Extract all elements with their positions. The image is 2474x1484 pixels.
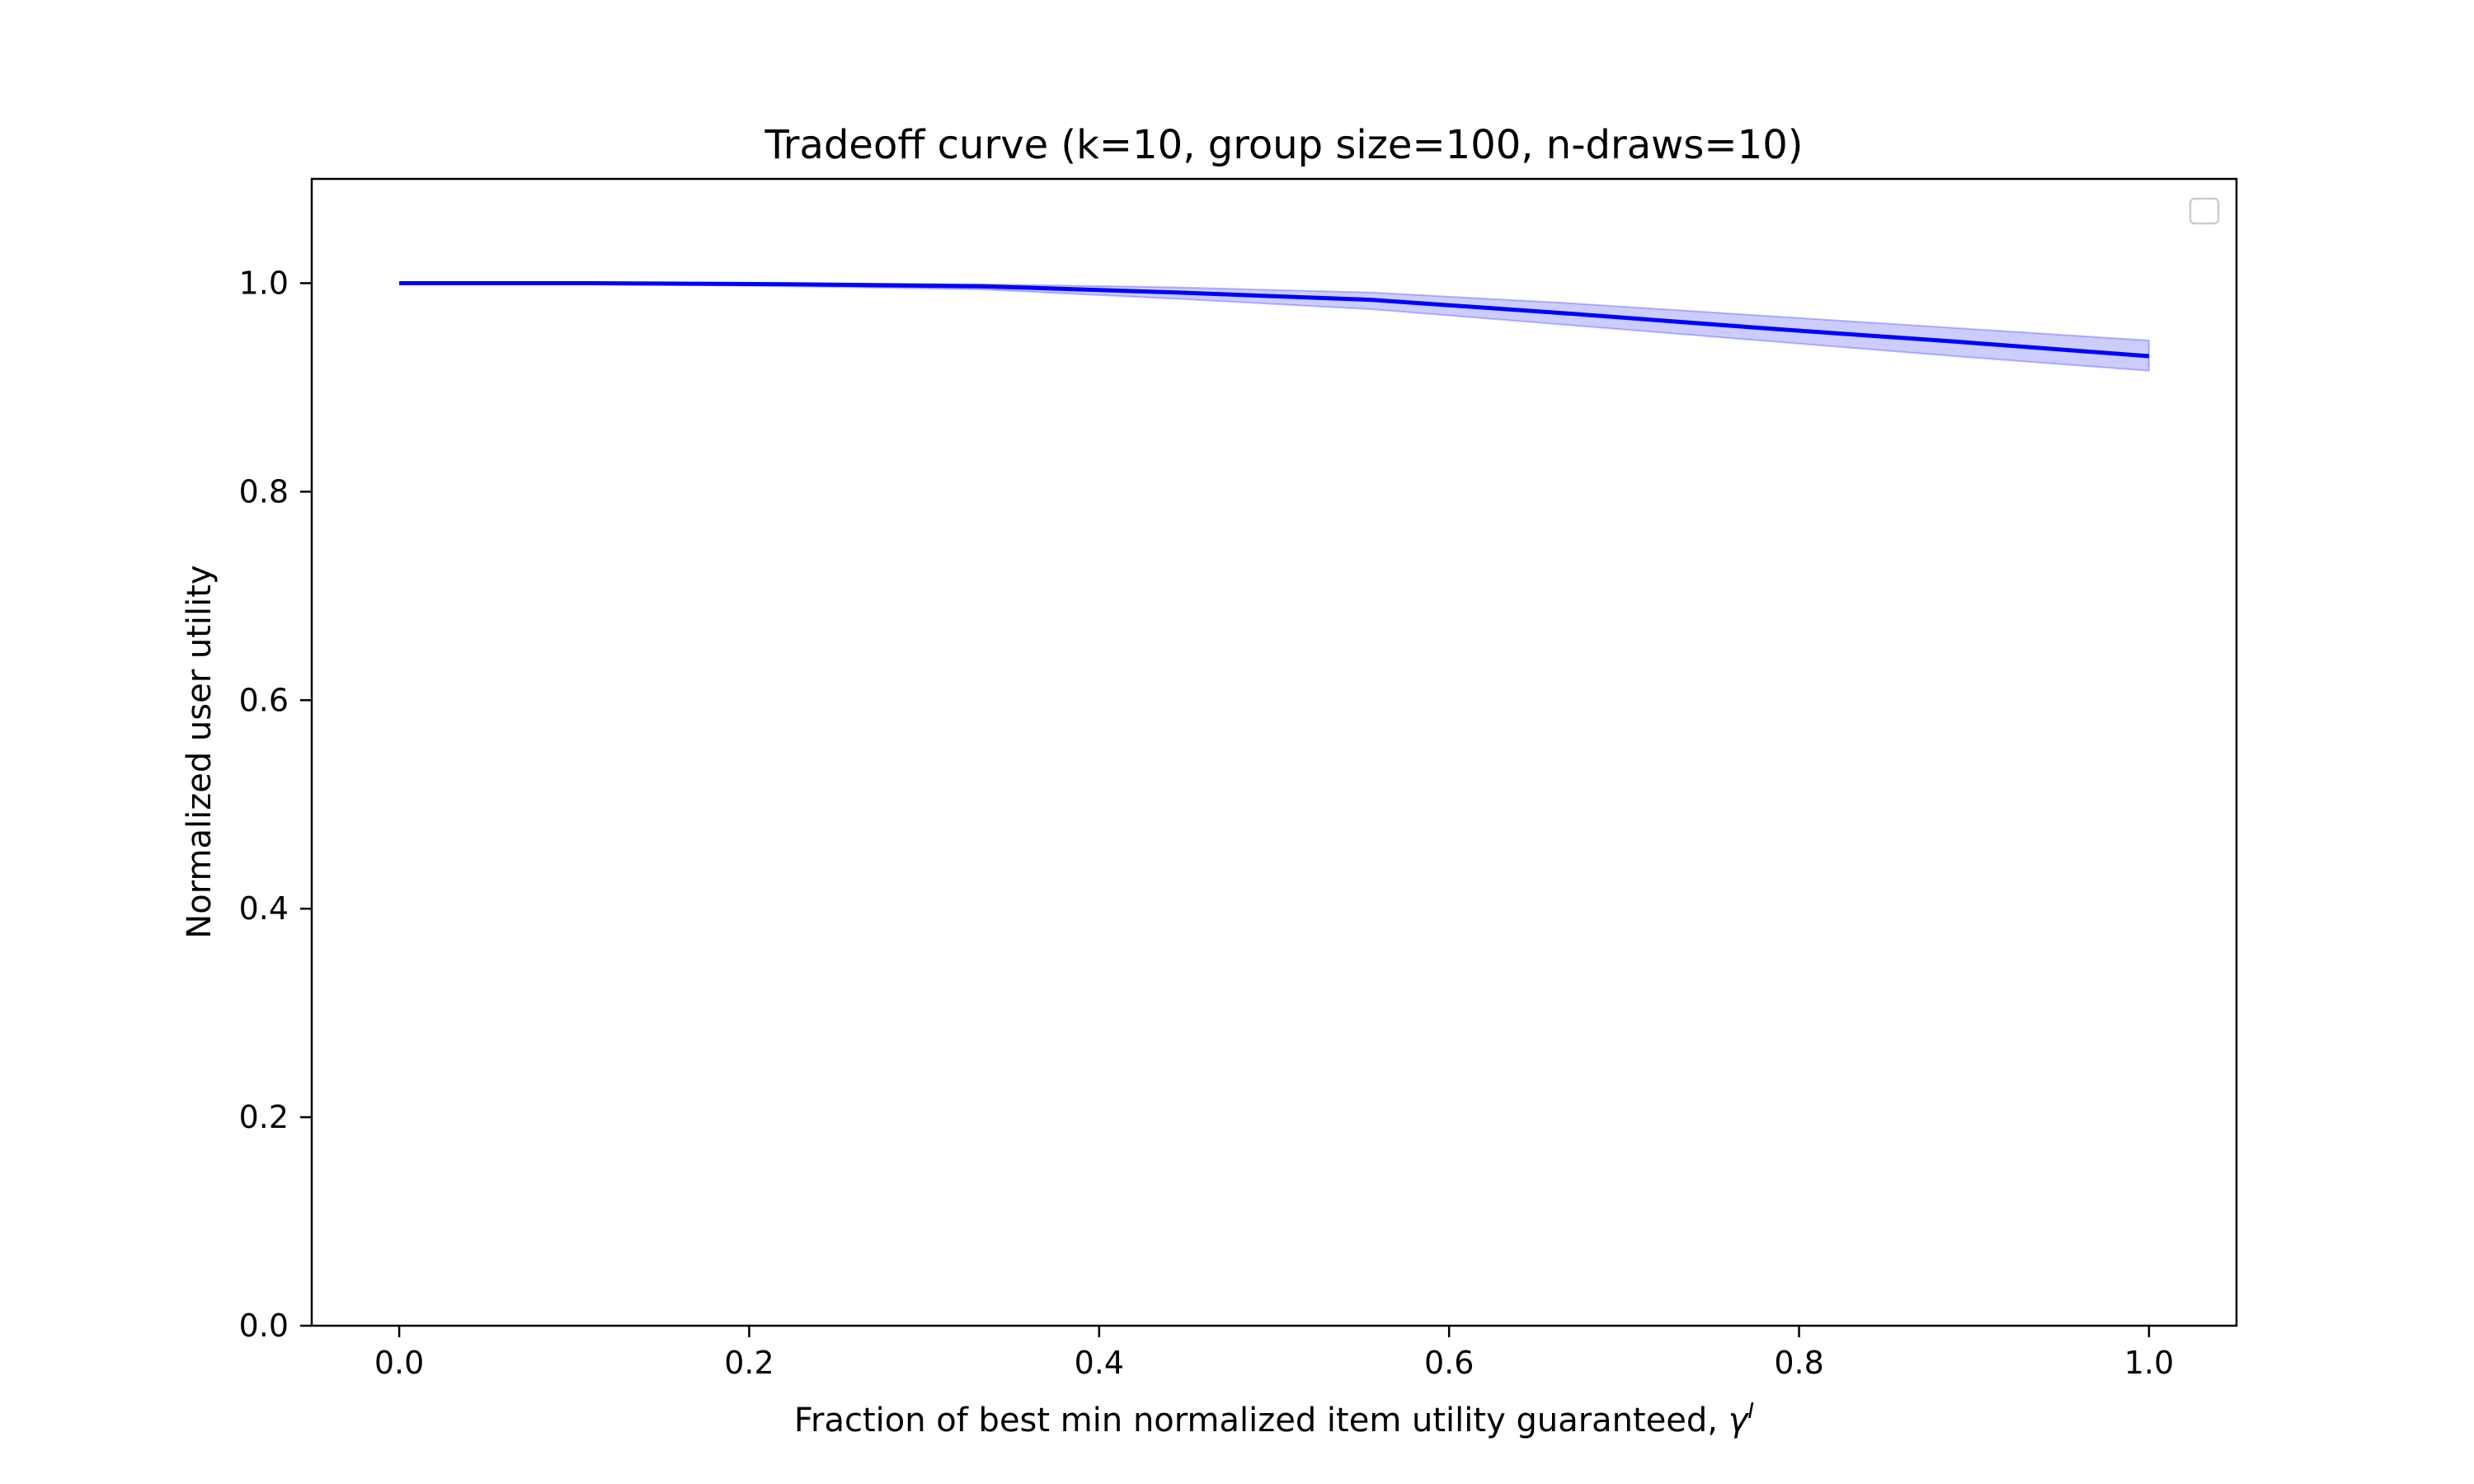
y-tick-label: 0.4 (239, 890, 289, 927)
x-axis-label-superscript: I (1747, 1399, 1754, 1424)
x-tick-label: 0.0 (374, 1345, 424, 1381)
y-tick-label: 0.0 (239, 1308, 289, 1344)
y-tick-label: 0.2 (239, 1099, 289, 1135)
data-point (1174, 290, 1178, 295)
x-tick-label: 0.2 (724, 1345, 774, 1381)
data-point (1952, 339, 1957, 344)
data-point (2147, 354, 2152, 359)
data-point (397, 281, 402, 286)
data-point (1758, 326, 1763, 331)
y-axis-ticks: 0.0 0.2 0.4 0.6 0.8 1.0 (239, 265, 312, 1344)
data-point (1370, 298, 1375, 303)
x-axis-label: Fraction of best min normalized item uti… (794, 1399, 1754, 1439)
data-point (980, 284, 985, 289)
y-tick-label: 1.0 (239, 265, 289, 301)
plot-area (397, 281, 2152, 372)
data-point (591, 281, 596, 286)
y-tick-label: 0.6 (239, 682, 289, 718)
x-axis-ticks: 0.0 0.2 0.4 0.6 0.8 1.0 (374, 1326, 2174, 1381)
data-point (785, 282, 790, 287)
y-axis-label: Normalized user utility (181, 565, 219, 938)
data-point (1564, 311, 1569, 316)
chart-title: Tradeoff curve (k=10, group size=100, n-… (764, 122, 1804, 168)
legend-box (2189, 197, 2220, 225)
x-axis-label-text: Fraction of best min normalized item uti… (794, 1402, 1729, 1439)
x-axis-label-symbol: γ (1729, 1402, 1750, 1439)
x-tick-label: 0.8 (1774, 1345, 1823, 1381)
x-tick-label: 0.6 (1424, 1345, 1474, 1381)
x-tick-label: 0.4 (1075, 1345, 1124, 1381)
y-tick-label: 0.8 (239, 473, 289, 510)
axes-frame (310, 177, 2238, 1327)
series-line-0 (399, 281, 2150, 359)
x-tick-label: 1.0 (2124, 1345, 2174, 1381)
